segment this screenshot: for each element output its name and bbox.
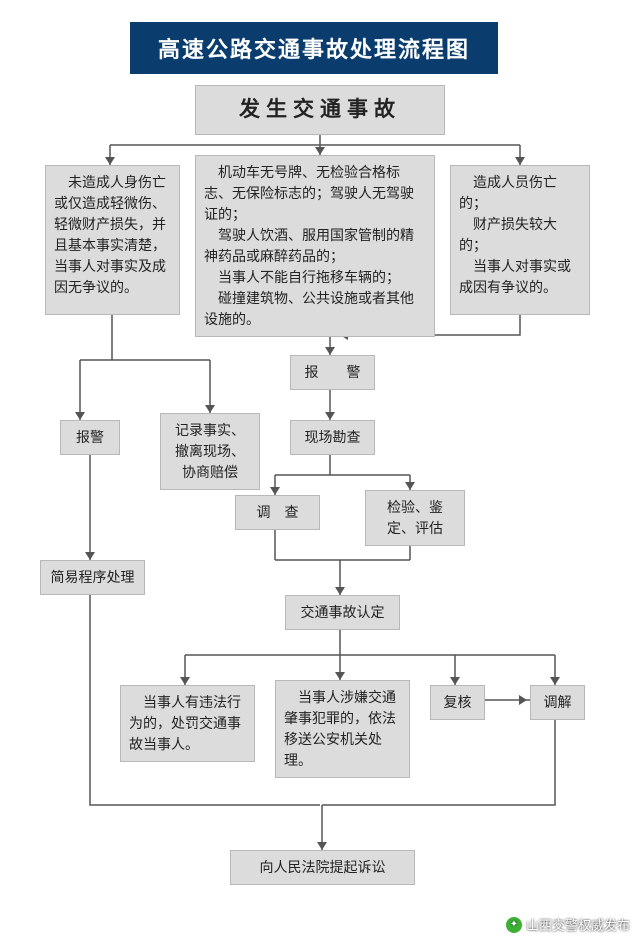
arrowhead-3 — [75, 412, 85, 420]
arrowhead-4 — [205, 405, 215, 413]
node-investigate: 调 查 — [235, 495, 320, 530]
node-left_baojing: 报警 — [60, 420, 120, 455]
node-right_baojing: 报 警 — [290, 355, 375, 390]
node-left_record: 记录事实、撤离现场、协商赔偿 — [160, 413, 260, 490]
footer-text: 山西交警权威发布 — [526, 915, 630, 934]
arrowhead-12 — [180, 677, 190, 685]
node-mid1: 机动车无号牌、无检验合格标志、无保险标志的；驾驶人无驾驶证的； 驾驶人饮酒、服用… — [195, 155, 435, 337]
connector-lines — [0, 0, 640, 940]
arrowhead-1 — [315, 147, 325, 155]
arrowhead-15 — [550, 677, 560, 685]
node-crime: 当事人涉嫌交通肇事犯罪的，依法移送公安机关处理。 — [275, 680, 410, 778]
edge-1 — [80, 315, 210, 420]
arrowhead-17 — [317, 842, 327, 850]
arrowhead-5 — [325, 347, 335, 355]
flowchart-canvas: 高速公路交通事故处理流程图 发生交通事故 未造成人身伤亡或仅造成轻微伤、轻微财产… — [0, 0, 640, 940]
arrowhead-13 — [335, 672, 345, 680]
arrowhead-8 — [270, 487, 280, 495]
node-court: 向人民法院提起诉讼 — [230, 850, 415, 885]
node-review: 复核 — [430, 685, 485, 720]
edge-9 — [185, 629, 555, 685]
arrowhead-0 — [105, 157, 115, 165]
title-text: 高速公路交通事故处理流程图 — [158, 37, 470, 62]
wechat-icon: ✦ — [506, 917, 522, 933]
node-mediate: 调解 — [530, 685, 585, 720]
node-inspect: 检验、鉴定、评估 — [365, 490, 465, 546]
arrowhead-11 — [85, 552, 95, 560]
title-banner: 高速公路交通事故处理流程图 — [130, 22, 498, 74]
arrowhead-10 — [335, 587, 345, 595]
node-scene: 现场勘查 — [290, 420, 375, 455]
arrowhead-2 — [515, 157, 525, 165]
node-start: 发生交通事故 — [195, 85, 445, 135]
node-right1: 造成人员伤亡的； 财产损失较大的； 当事人对事实或成因有争议的。 — [450, 165, 590, 315]
arrowhead-14 — [450, 677, 460, 685]
node-left1: 未造成人身伤亡或仅造成轻微伤、轻微财产损失，并且基本事实清楚，当事人对事实及成因… — [45, 165, 180, 315]
footer-source: ✦ 山西交警权威发布 — [506, 915, 630, 934]
arrowhead-16 — [519, 695, 527, 705]
arrowhead-9 — [405, 482, 415, 490]
edge-5 — [275, 454, 410, 495]
node-simple: 简易程序处理 — [40, 560, 145, 595]
node-identify: 交通事故认定 — [285, 595, 400, 630]
node-penalty: 当事人有违法行为的，处罚交通事故当事人。 — [120, 685, 255, 762]
arrowhead-7 — [325, 412, 335, 420]
